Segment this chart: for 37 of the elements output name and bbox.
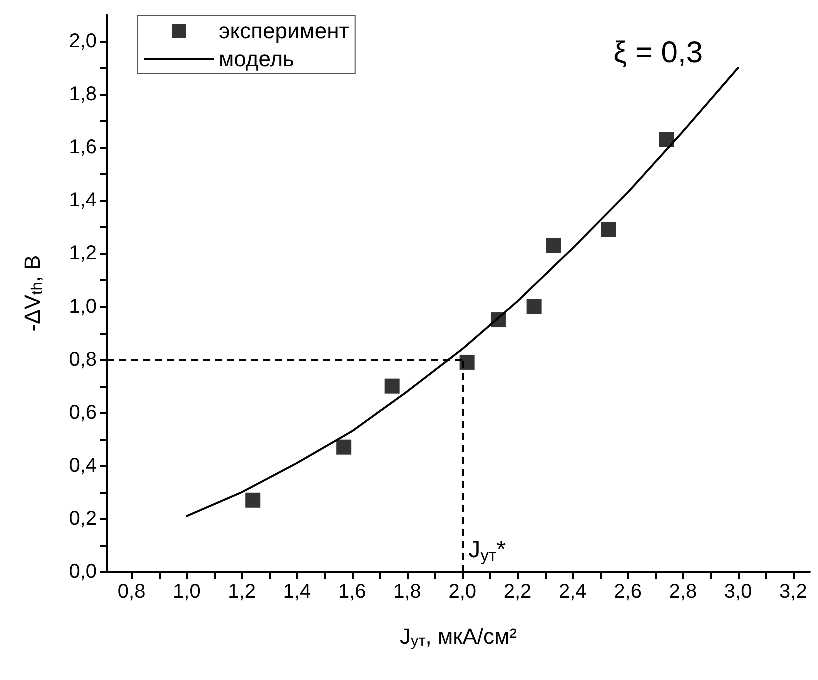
legend-label: эксперимент <box>219 18 350 44</box>
point <box>460 354 475 370</box>
x-tick-label: 1,6 <box>338 581 366 603</box>
point <box>659 132 674 148</box>
y-axis-title: -ΔVth, В <box>20 255 46 332</box>
x-tick-label: 1,2 <box>228 581 256 603</box>
x-tick-label: 2,4 <box>559 581 587 603</box>
point <box>384 378 400 394</box>
x-tick-label: 3,2 <box>780 581 808 603</box>
y-tick-label: 0,6 <box>69 402 97 424</box>
y-tick-label: 1,6 <box>69 136 97 159</box>
x-tick-label: 1,0 <box>173 581 201 603</box>
y-tick-label: 0,4 <box>69 454 97 477</box>
y-tick-label: 0,8 <box>69 348 97 371</box>
point <box>601 222 616 238</box>
x-tick-label: 1,4 <box>283 581 312 603</box>
y-tick-label: 1,8 <box>69 84 97 106</box>
point <box>246 492 261 508</box>
x-tick-label: 2,6 <box>614 581 642 603</box>
y-tick-label: 0,0 <box>69 561 97 583</box>
point <box>546 238 562 254</box>
point <box>526 299 542 314</box>
y-tick-label: 0,2 <box>69 508 97 530</box>
legend-label: модель <box>219 46 295 72</box>
annotation: ξ = 0,3 <box>614 36 703 70</box>
x-tick-label: 3,0 <box>724 581 752 603</box>
y-tick-label: 1,0 <box>69 296 97 318</box>
point <box>490 312 506 328</box>
x-tick-label: 2,8 <box>669 581 698 603</box>
y-tick-label: 2,0 <box>69 30 97 53</box>
point <box>336 440 352 455</box>
x-tick-label: 0,8 <box>118 581 146 603</box>
x-tick-label: 1,8 <box>394 581 422 603</box>
x-tick-label: 2,2 <box>504 581 532 603</box>
y-tick-label: 1,2 <box>69 242 97 265</box>
x-tick-label: 2,0 <box>448 581 477 603</box>
y-tick-label: 1,4 <box>69 190 97 212</box>
